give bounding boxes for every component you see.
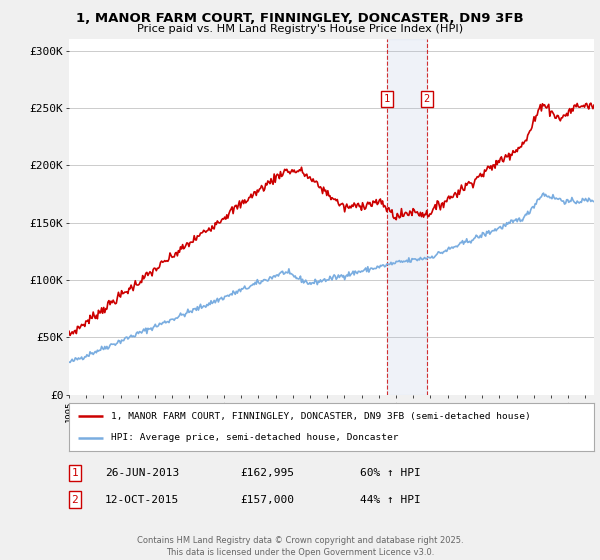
- Bar: [387, 39, 427, 395]
- Text: 1, MANOR FARM COURT, FINNINGLEY, DONCASTER, DN9 3FB: 1, MANOR FARM COURT, FINNINGLEY, DONCAST…: [76, 12, 524, 25]
- Text: 2: 2: [424, 94, 430, 104]
- Text: 1, MANOR FARM COURT, FINNINGLEY, DONCASTER, DN9 3FB (semi-detached house): 1, MANOR FARM COURT, FINNINGLEY, DONCAST…: [111, 412, 531, 421]
- Text: £162,995: £162,995: [240, 468, 294, 478]
- Text: 1: 1: [383, 94, 390, 104]
- Text: 60% ↑ HPI: 60% ↑ HPI: [360, 468, 421, 478]
- Text: HPI: Average price, semi-detached house, Doncaster: HPI: Average price, semi-detached house,…: [111, 433, 398, 442]
- Text: 1: 1: [71, 468, 79, 478]
- Text: 2: 2: [71, 494, 79, 505]
- Text: Price paid vs. HM Land Registry's House Price Index (HPI): Price paid vs. HM Land Registry's House …: [137, 24, 463, 34]
- Text: 12-OCT-2015: 12-OCT-2015: [105, 494, 179, 505]
- Text: £157,000: £157,000: [240, 494, 294, 505]
- Text: 26-JUN-2013: 26-JUN-2013: [105, 468, 179, 478]
- Text: Contains HM Land Registry data © Crown copyright and database right 2025.
This d: Contains HM Land Registry data © Crown c…: [137, 536, 463, 557]
- Text: 44% ↑ HPI: 44% ↑ HPI: [360, 494, 421, 505]
